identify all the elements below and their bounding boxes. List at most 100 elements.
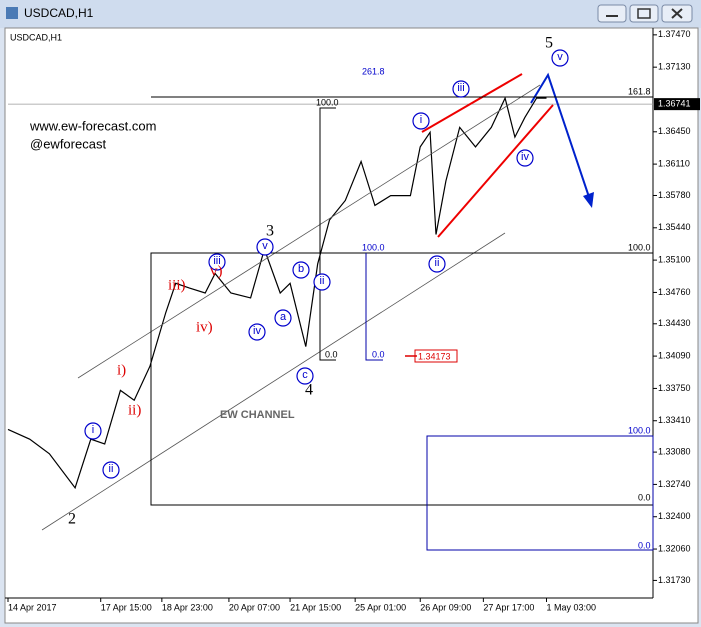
fib-label: 0.0	[325, 349, 338, 359]
wave-label: iii	[213, 255, 220, 267]
wave-circle	[428, 255, 446, 273]
wave-circle	[84, 422, 102, 440]
channel-line	[77, 84, 541, 379]
wave-label: ii	[435, 257, 440, 269]
x-tick-label: 18 Apr 23:00	[162, 602, 213, 612]
wave-label: iv)	[196, 319, 213, 335]
watermark: @ewforecast	[30, 136, 106, 151]
wave-label: iii)	[168, 277, 186, 293]
icon	[637, 8, 651, 19]
fib-box	[426, 435, 654, 551]
x-tick-label: 17 Apr 15:00	[101, 602, 152, 612]
wave-label: iv	[253, 325, 261, 337]
wave-label: a	[280, 311, 287, 323]
fib-label: 1.34173	[418, 351, 451, 361]
y-tick-label: 1.35440	[658, 222, 691, 232]
fib-label: 261.8	[362, 66, 385, 76]
x-tick-label: 26 Apr 09:00	[420, 602, 471, 612]
price-marker	[654, 98, 700, 111]
icon	[671, 8, 683, 19]
fib-label: 100.0	[316, 97, 339, 107]
wave-label: 3	[266, 223, 274, 240]
price-box	[414, 349, 458, 363]
wedge-line	[437, 104, 554, 238]
overlays	[41, 72, 654, 551]
wave-label: v	[262, 240, 268, 252]
wave-label: i)	[117, 362, 126, 378]
y-tick-label: 1.37130	[658, 62, 691, 72]
watermark: www.ew-forecast.com	[29, 118, 156, 133]
arrow-head	[583, 192, 594, 208]
wedge-line	[421, 73, 523, 133]
y-tick-label: 1.32400	[658, 511, 691, 521]
fib-label: 100.0	[628, 242, 651, 252]
wave-label: c	[302, 369, 308, 381]
y-tick-label: 1.32740	[658, 479, 691, 489]
y-tick-label: 1.34430	[658, 318, 691, 328]
wave-circle	[274, 309, 292, 327]
wave-label: v	[557, 51, 563, 63]
fib-label: 0.0	[372, 349, 385, 359]
annotations: www.ew-forecast.com @ewforecast EW CHANN…	[29, 35, 651, 551]
wave-label: 2	[68, 511, 76, 528]
y-tick-label: 1.33750	[658, 383, 691, 393]
window-title: USDCAD,H1	[24, 6, 94, 20]
y-tick-label: 1.33410	[658, 415, 691, 425]
minimize-button[interactable]	[597, 4, 627, 23]
chart-title: USDCAD,H1	[10, 32, 62, 42]
y-tick-label: 1.37470	[658, 29, 691, 39]
maximize-button[interactable]	[629, 4, 659, 23]
wave-label: ii)	[128, 402, 141, 418]
price-label: 1.36741	[658, 99, 691, 109]
wave-circle	[516, 149, 534, 167]
y-tick-label: 1.34760	[658, 287, 691, 297]
wave-circle	[102, 461, 120, 479]
wave-circle	[551, 49, 569, 67]
title-bar	[0, 0, 701, 28]
wave-circle	[452, 80, 470, 98]
wave-circle	[248, 323, 266, 341]
x-tick-label: 27 Apr 17:00	[483, 602, 534, 612]
label: EW CHANNEL	[220, 409, 295, 421]
app-icon	[6, 7, 18, 19]
wave-label: 5	[545, 35, 553, 52]
wave-label: 4	[305, 382, 313, 399]
wave-label: ii	[320, 275, 325, 287]
y-tick-label: 1.33080	[658, 446, 691, 456]
x-tick-label: 1 May 03:00	[546, 602, 596, 612]
x-tick-label: 25 Apr 01:00	[355, 602, 406, 612]
wave-label: b	[298, 263, 304, 275]
wave-circle	[208, 253, 226, 271]
wave-label: i	[92, 424, 94, 436]
fib-bracket	[365, 253, 383, 361]
x-tick-label: 20 Apr 07:00	[229, 602, 280, 612]
y-tick-label: 1.34090	[658, 350, 691, 360]
y-tick-label: 1.31730	[658, 575, 691, 585]
x-tick-label: 14 Apr 2017	[8, 602, 57, 612]
wave-circle	[412, 112, 430, 130]
x-tick-label: 21 Apr 15:00	[290, 602, 341, 612]
fib-label: 0.0	[638, 540, 651, 550]
chart-area	[4, 27, 699, 624]
fib-bracket	[319, 107, 336, 361]
channel-line	[41, 232, 506, 531]
y-tick-label: 1.36450	[658, 126, 691, 136]
wave-label: iii	[457, 82, 464, 94]
wave-label: i	[420, 114, 422, 126]
fib-label: 0.0	[638, 492, 651, 502]
wave-circle	[292, 261, 310, 279]
fib-label: 100.0	[362, 242, 385, 252]
projection-arrow	[530, 72, 591, 201]
wave-label: ii	[109, 463, 114, 475]
wave-label: v)	[210, 263, 223, 279]
y-tick-label: 1.35100	[658, 254, 691, 264]
plot: 1.37470 1.37130 1.36450 1.36110 1.35780 1.354…	[7, 29, 700, 612]
fib-label: 161.8	[628, 86, 651, 96]
wave-circle	[256, 238, 274, 256]
y-tick-label: 1.35780	[658, 190, 691, 200]
fib-label: 100.0	[628, 425, 651, 435]
wave-label: iv	[521, 151, 529, 163]
wave-circle	[296, 367, 314, 385]
y-tick-label: 1.32060	[658, 543, 691, 553]
